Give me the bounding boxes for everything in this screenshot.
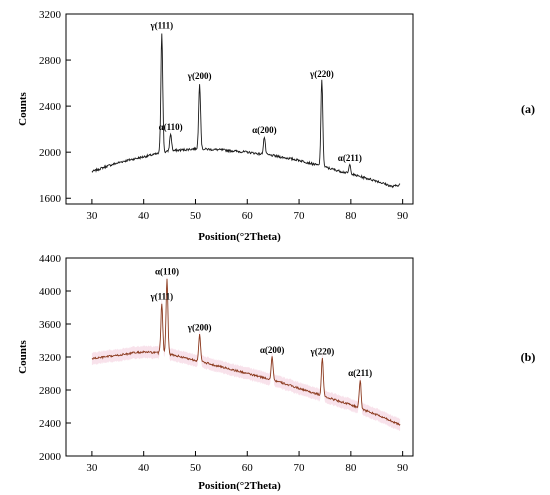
xrd-trace — [91, 278, 401, 426]
y-tick-label: 1600 — [39, 193, 62, 205]
x-tick-label: 50 — [190, 210, 202, 222]
panel-label: (b) — [521, 350, 536, 364]
x-tick-label: 80 — [345, 210, 357, 222]
x-tick-label: 90 — [397, 210, 409, 222]
x-tick-label: 60 — [242, 462, 254, 474]
peak-label: α(200) — [252, 125, 277, 135]
peak-label: γ(111) — [149, 20, 173, 30]
x-tick-label: 40 — [138, 210, 150, 222]
x-tick-label: 60 — [242, 210, 254, 222]
panel-label: (a) — [521, 102, 535, 116]
y-tick-label: 3600 — [39, 319, 62, 331]
peak-label: γ(111) — [149, 291, 173, 301]
peak-label: γ(220) — [309, 69, 334, 79]
y-tick-label: 2800 — [39, 55, 62, 67]
peak-label: γ(200) — [187, 71, 212, 81]
y-tick-label: 3200 — [39, 352, 62, 364]
y-tick-label: 4400 — [39, 253, 62, 265]
plot-frame — [65, 13, 414, 205]
peak-label: γ(220) — [310, 347, 335, 357]
peak-label: α(110) — [155, 267, 179, 277]
x-tick-label: 40 — [138, 462, 150, 474]
y-tick-label: 2000 — [39, 451, 62, 463]
y-tick-label: 2000 — [39, 147, 62, 159]
x-tick-label: 90 — [397, 462, 409, 474]
y-tick-label: 2800 — [39, 385, 62, 397]
y-tick-label: 4000 — [39, 286, 62, 298]
xrd-trace — [91, 33, 401, 189]
peak-label: γ(200) — [187, 323, 212, 333]
x-tick-label: 30 — [86, 462, 98, 474]
peak-label: α(110) — [159, 122, 183, 132]
x-tick-label: 70 — [294, 210, 306, 222]
y-tick-label: 3200 — [39, 9, 62, 21]
y-tick-label: 2400 — [39, 101, 62, 113]
x-tick-label: 30 — [86, 210, 98, 222]
y-axis-title: Counts — [17, 91, 29, 125]
x-axis-title: Position(°2Theta) — [198, 480, 281, 492]
peak-label: α(200) — [260, 345, 285, 355]
panel-b: 30 40 50 60 70 80 90 2000 2400 2800 3200 3600 4000 44… — [17, 253, 535, 492]
peak-label: α(211) — [338, 153, 362, 163]
panel-a: 30 40 50 60 70 80 90 1600 2000 2400 2800 3200 Positi… — [17, 9, 535, 243]
x-axis-title: Position(°2Theta) — [198, 231, 281, 243]
y-tick-label: 2400 — [39, 418, 62, 430]
peak-label: α(211) — [348, 368, 372, 378]
x-tick-label: 80 — [345, 462, 357, 474]
x-tick-label: 70 — [294, 462, 306, 474]
y-axis-title: Counts — [17, 339, 29, 373]
x-tick-label: 50 — [190, 462, 202, 474]
